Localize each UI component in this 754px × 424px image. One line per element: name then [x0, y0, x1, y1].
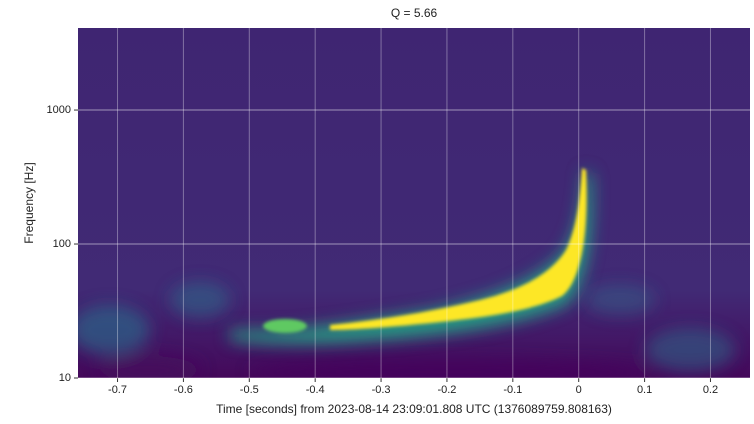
x-tick-label: -0.2	[437, 384, 456, 396]
x-tick-label: 0.2	[703, 384, 718, 396]
x-tick-label: -0.1	[503, 384, 522, 396]
axes: -0.7 -0.6 -0.5 -0.4 -0.3 -0.2 -0.1 0 0.1 0.2 10 100…	[47, 28, 750, 396]
y-tick-label: 10	[59, 372, 71, 384]
noise-blobs	[78, 282, 735, 378]
y-axis-label: Frequency [Hz]	[22, 162, 36, 243]
spectrogram-image	[78, 28, 750, 378]
y-tick-label: 100	[53, 238, 71, 250]
x-tick-label: -0.4	[306, 384, 325, 396]
x-tick-label: 0.1	[637, 384, 652, 396]
y-tick-label: 1000	[47, 104, 71, 116]
chirp-track	[263, 168, 587, 333]
chart-title: Q = 5.66	[391, 6, 438, 20]
x-tick-label: -0.6	[174, 384, 193, 396]
x-axis-label: Time [seconds] from 2023-08-14 23:09:01.…	[216, 402, 612, 416]
x-tick-label: -0.5	[240, 384, 259, 396]
x-tick-label: 0	[576, 384, 582, 396]
x-tick-label: -0.3	[372, 384, 391, 396]
x-tick-label: -0.7	[108, 384, 127, 396]
